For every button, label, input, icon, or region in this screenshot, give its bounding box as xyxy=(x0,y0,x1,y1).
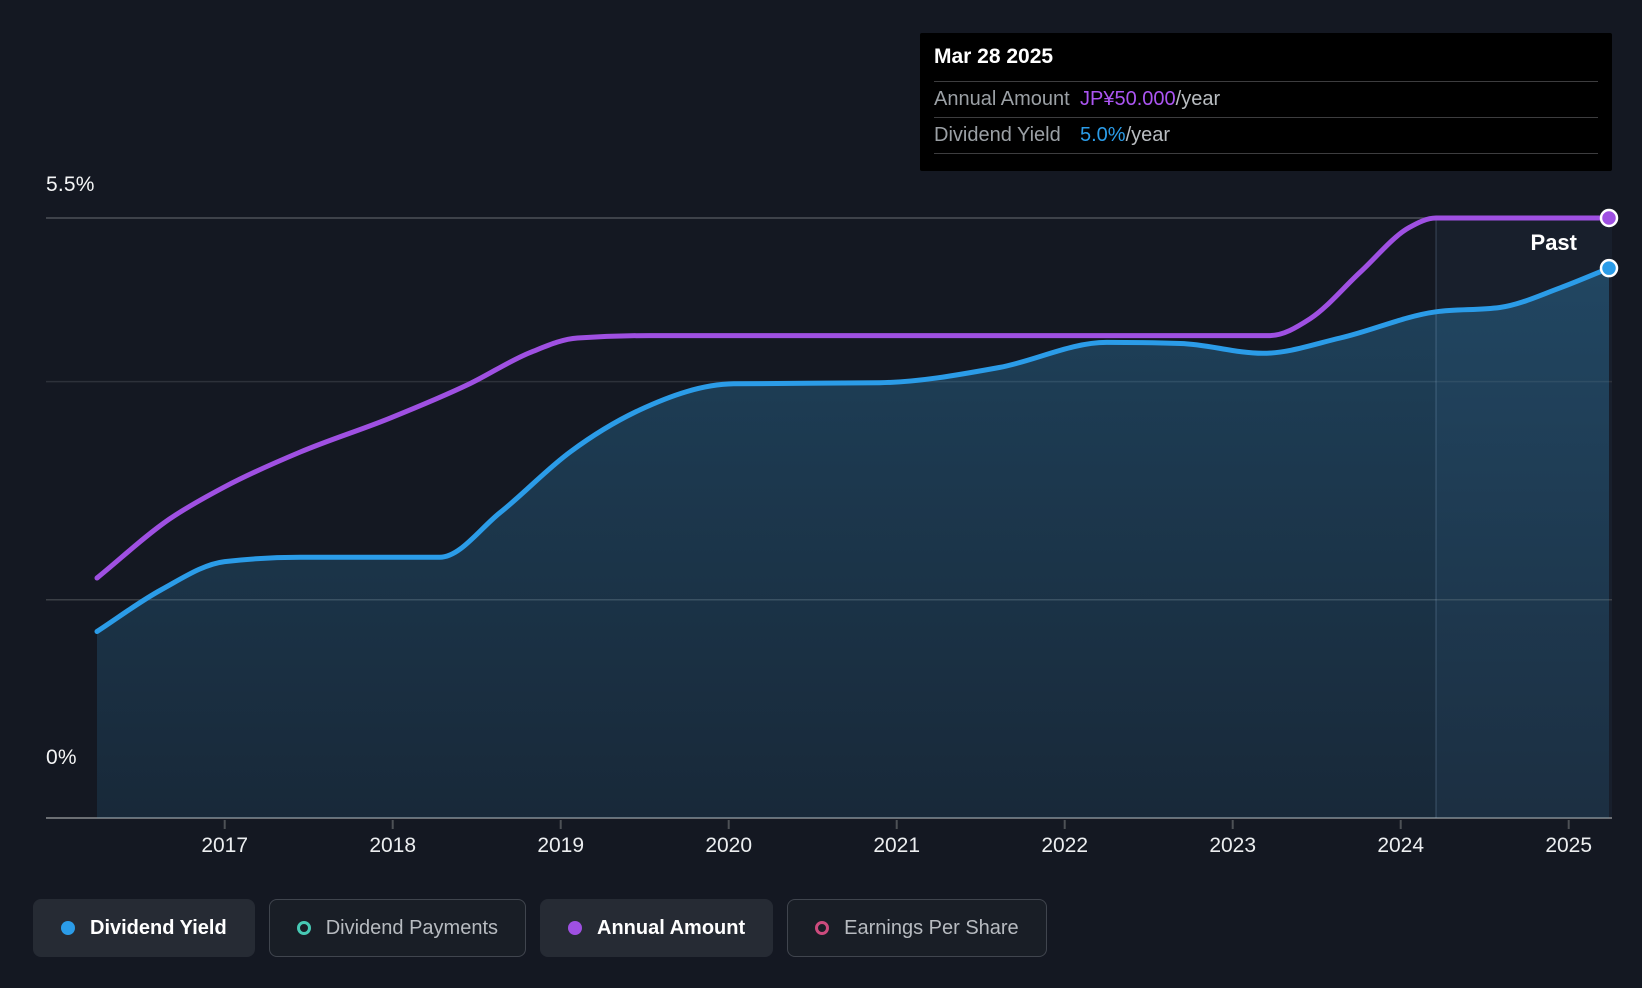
legend-label: Annual Amount xyxy=(597,916,746,939)
past-label: Past xyxy=(1530,230,1577,255)
filled-dot-icon xyxy=(568,921,583,935)
endpoint-marker-dividend-yield xyxy=(1599,258,1619,278)
tooltip-row-value: 5.0% xyxy=(1080,124,1126,146)
tooltip-row-label: Annual Amount xyxy=(934,88,1070,110)
tooltip-row-value: JP¥50.000 xyxy=(1080,88,1176,110)
legend-button-earnings-per-share[interactable]: Earnings Per Share xyxy=(787,899,1047,957)
x-axis-tick-label: 2025 xyxy=(1545,834,1593,857)
legend-label: Earnings Per Share xyxy=(844,916,1019,939)
ring-icon xyxy=(296,921,311,935)
tooltip-row-label: Dividend Yield xyxy=(934,124,1061,146)
chart-tooltip: Mar 28 2025 Annual Amount JP¥50.000 /yea… xyxy=(920,33,1612,171)
endpoint-marker-annual-amount xyxy=(1599,208,1619,228)
tooltip-row-suffix: /year xyxy=(1175,88,1221,110)
y-axis-label-zero: 0% xyxy=(46,746,77,769)
ring-icon xyxy=(815,921,830,935)
tooltip-row: Annual Amount JP¥50.000 /year xyxy=(934,81,1598,117)
x-axis-ticks xyxy=(223,820,1570,829)
legend-button-dividend-payments[interactable]: Dividend Payments xyxy=(268,899,527,957)
x-axis-tick-label: 2017 xyxy=(201,834,249,857)
y-axis-label-max: 5.5% xyxy=(46,173,95,196)
x-axis-tick-label: 2022 xyxy=(1041,834,1089,857)
chart-legend: Dividend Yield Dividend Payments Annual … xyxy=(33,899,1047,957)
tooltip-date: Mar 28 2025 xyxy=(934,45,1054,68)
legend-button-dividend-yield[interactable]: Dividend Yield xyxy=(33,899,255,957)
filled-dot-icon xyxy=(61,921,75,935)
legend-label: Dividend Payments xyxy=(325,916,499,939)
x-axis-tick-label: 2024 xyxy=(1377,834,1425,857)
x-axis-tick-label: 2018 xyxy=(369,834,417,857)
legend-button-annual-amount[interactable]: Annual Amount xyxy=(540,899,774,957)
dividend-yield-line xyxy=(94,265,1612,634)
x-axis-tick-label: 2023 xyxy=(1209,834,1257,857)
legend-label: Dividend Yield xyxy=(90,916,227,939)
dividend-yield-area-fill xyxy=(97,268,1609,818)
annual-amount-line xyxy=(94,215,1612,581)
x-axis-tick-label: 2020 xyxy=(705,834,753,857)
tooltip-row-suffix: /year xyxy=(1125,124,1171,146)
x-axis-tick-label: 2021 xyxy=(873,834,921,857)
x-axis-tick-label: 2019 xyxy=(537,834,585,857)
tooltip-row: Dividend Yield 5.0% /year xyxy=(934,117,1598,154)
